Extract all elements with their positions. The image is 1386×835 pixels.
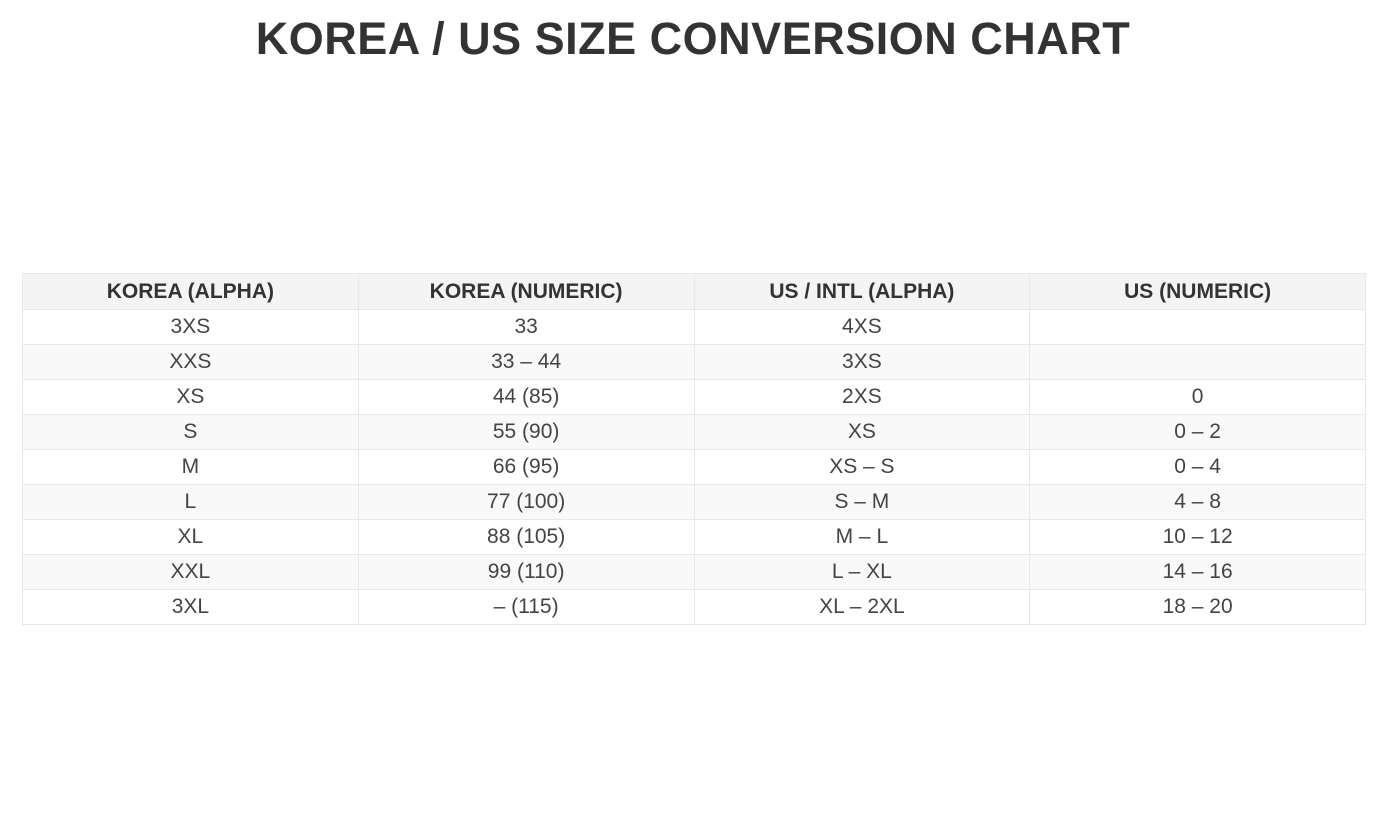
table-cell: M — [22, 449, 359, 485]
table-cell: L — [22, 484, 359, 520]
table-cell: 77 (100) — [357, 484, 695, 520]
table-cell: 88 (105) — [357, 519, 695, 555]
table-row: 3XS 33 4XS — [22, 309, 1366, 345]
table-cell: 33 – 44 — [357, 344, 695, 380]
table-cell: XS – S — [693, 449, 1031, 485]
column-header-korea-alpha: KOREA (ALPHA) — [22, 273, 359, 310]
table-body: 3XS 33 4XS XXS 33 – 44 3XS XS 44 (85) 2X… — [22, 309, 1366, 625]
table-row: XXS 33 – 44 3XS — [22, 344, 1366, 380]
table-cell: S — [22, 414, 359, 450]
table-cell: XS — [693, 414, 1031, 450]
column-header-korea-numeric: KOREA (NUMERIC) — [357, 273, 695, 310]
table-row: XL 88 (105) M – L 10 – 12 — [22, 519, 1366, 555]
table-cell — [1029, 344, 1366, 380]
table-cell: 14 – 16 — [1029, 554, 1366, 590]
table-cell: 4XS — [693, 309, 1031, 345]
page-title: KOREA / US SIZE CONVERSION CHART — [255, 13, 1131, 64]
table-cell: 0 – 4 — [1029, 449, 1366, 485]
table-cell: 10 – 12 — [1029, 519, 1366, 555]
table-cell: 2XS — [693, 379, 1031, 415]
table-row: 3XL – (115) XL – 2XL 18 – 20 — [22, 589, 1366, 625]
table-row: XS 44 (85) 2XS 0 — [22, 379, 1366, 415]
table-cell: 0 — [1029, 379, 1366, 415]
table-cell: 99 (110) — [357, 554, 695, 590]
table-cell: XS — [22, 379, 359, 415]
table-cell: 3XS — [22, 309, 359, 345]
table-row: XXL 99 (110) L – XL 14 – 16 — [22, 554, 1366, 590]
table-cell: 55 (90) — [357, 414, 695, 450]
table-cell: 44 (85) — [357, 379, 695, 415]
size-conversion-table: KOREA (ALPHA) KOREA (NUMERIC) US / INTL … — [22, 273, 1366, 625]
column-header-us-numeric: US (NUMERIC) — [1029, 273, 1366, 310]
table-cell: XXS — [22, 344, 359, 380]
table-cell: L – XL — [693, 554, 1031, 590]
table-cell — [1029, 309, 1366, 345]
table-cell: 4 – 8 — [1029, 484, 1366, 520]
table-header: KOREA (ALPHA) KOREA (NUMERIC) US / INTL … — [22, 273, 1366, 310]
header-row: KOREA (ALPHA) KOREA (NUMERIC) US / INTL … — [22, 273, 1366, 310]
table-cell: 3XS — [693, 344, 1031, 380]
table-cell: 0 – 2 — [1029, 414, 1366, 450]
table-cell: 3XL — [22, 589, 359, 625]
column-header-us-intl-alpha: US / INTL (ALPHA) — [693, 273, 1031, 310]
table-row: M 66 (95) XS – S 0 – 4 — [22, 449, 1366, 485]
table-cell: XL — [22, 519, 359, 555]
table-cell: 66 (95) — [357, 449, 695, 485]
table-cell: S – M — [693, 484, 1031, 520]
table-cell: 33 — [357, 309, 695, 345]
table-row: S 55 (90) XS 0 – 2 — [22, 414, 1366, 450]
table-cell: 18 – 20 — [1029, 589, 1366, 625]
table-cell: XL – 2XL — [693, 589, 1031, 625]
table-row: L 77 (100) S – M 4 – 8 — [22, 484, 1366, 520]
table-cell: M – L — [693, 519, 1031, 555]
table-cell: – (115) — [357, 589, 695, 625]
table-cell: XXL — [22, 554, 359, 590]
